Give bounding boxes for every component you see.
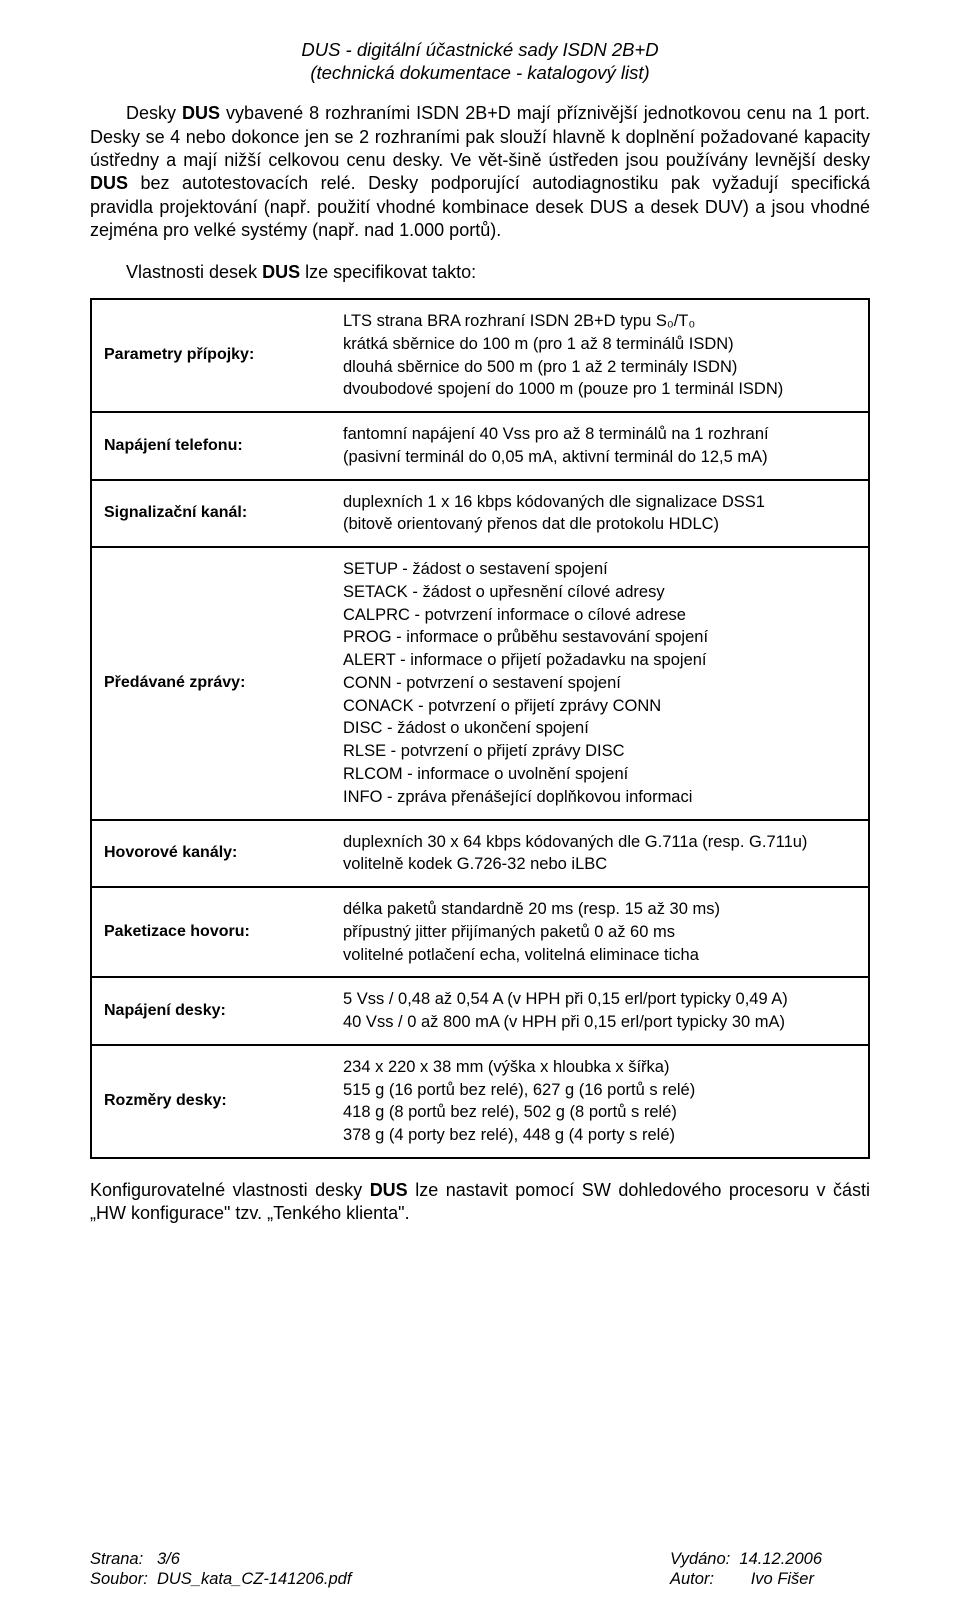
table-cell-line: PROG - informace o průběhu sestavování s… bbox=[343, 628, 708, 646]
table-row-value: LTS strana BRA rozhraní ISDN 2B+D typu S… bbox=[331, 299, 869, 412]
footer-author-value: Ivo Fišer bbox=[751, 1570, 814, 1588]
footer-left-2: Soubor: DUS_kata_CZ-141206.pdf bbox=[90, 1569, 351, 1590]
footer-page-label: Strana: bbox=[90, 1550, 143, 1568]
footer-date-value: 14.12.2006 bbox=[739, 1550, 822, 1568]
paragraph-3: Konfigurovatelné vlastnosti desky DUS lz… bbox=[90, 1179, 870, 1226]
title-line-2: (technická dokumentace - katalogový list… bbox=[310, 62, 649, 83]
table-row: Paketizace hovoru: délka paketů standardn… bbox=[91, 887, 869, 977]
footer-page-value: 3/6 bbox=[157, 1550, 180, 1568]
table-row-label: Hovorové kanály: bbox=[91, 820, 331, 888]
footer-author-label: Autor: bbox=[670, 1570, 714, 1588]
table-row: Parametry přípojky: LTS strana BRA rozhra… bbox=[91, 299, 869, 412]
page-footer: Strana: 3/6 Vydáno: 14.12.2006 Soubor: D… bbox=[90, 1549, 870, 1590]
p2-b: DUS bbox=[262, 262, 300, 282]
footer-right-1: Vydáno: 14.12.2006 bbox=[670, 1549, 870, 1570]
footer-left-1: Strana: 3/6 bbox=[90, 1549, 180, 1570]
table-cell-line: duplexních 30 x 64 kbps kódovaných dle G… bbox=[343, 833, 807, 851]
table-cell-line: CONN - potvrzení o sestavení spojení bbox=[343, 674, 621, 692]
footer-date-label: Vydáno: bbox=[670, 1550, 730, 1568]
table-cell-line: délka paketů standardně 20 ms (resp. 15 … bbox=[343, 900, 720, 918]
table-row-label: Předávané zprávy: bbox=[91, 547, 331, 819]
table-cell-line: CALPRC - potvrzení informace o cílové ad… bbox=[343, 606, 686, 624]
table-row: Hovorové kanály: duplexních 30 x 64 kbps … bbox=[91, 820, 869, 888]
table-cell-line: volitelně kodek G.726-32 nebo iLBC bbox=[343, 855, 607, 873]
table-cell-line: DISC - žádost o ukončení spojení bbox=[343, 719, 589, 737]
p1-m2: bez autotestovacích relé. Desky podporuj… bbox=[90, 173, 870, 240]
table-cell-line: dlouhá sběrnice do 500 m (pro 1 až 2 ter… bbox=[343, 358, 737, 376]
p1-b1: DUS bbox=[182, 103, 220, 123]
footer-file-value: DUS_kata_CZ-141206.pdf bbox=[157, 1570, 351, 1588]
table-cell-line: dvoubodové spojení do 1000 m (pouze pro … bbox=[343, 380, 783, 398]
table-cell-line: CONACK - potvrzení o přijetí zprávy CONN bbox=[343, 697, 661, 715]
table-row: Napájení telefonu: fantomní napájení 40 V… bbox=[91, 412, 869, 480]
table-row-label: Paketizace hovoru: bbox=[91, 887, 331, 977]
table-row: Předávané zprávy:SETUP - žádost o sestav… bbox=[91, 547, 869, 819]
footer-file-label: Soubor: bbox=[90, 1570, 148, 1588]
paragraph-1: Desky DUS vybavené 8 rozhraními ISDN 2B+… bbox=[90, 102, 870, 242]
table-cell-line: 5 Vss / 0,48 až 0,54 A (v HPH při 0,15 e… bbox=[343, 990, 788, 1008]
table-cell-line: 234 x 220 x 38 mm (výška x hloubka x šíř… bbox=[343, 1058, 669, 1076]
table-cell-line: (bitově orientovaný přenos dat dle proto… bbox=[343, 515, 719, 533]
table-row-value: duplexních 30 x 64 kbps kódovaných dle G… bbox=[331, 820, 869, 888]
table-cell-line: 378 g (4 porty bez relé), 448 g (4 porty… bbox=[343, 1126, 675, 1144]
p2-pre: Vlastnosti desek bbox=[126, 262, 262, 282]
table-cell-line: ALERT - informace o přijetí požadavku na… bbox=[343, 651, 707, 669]
table-cell-line: SETUP - žádost o sestavení spojení bbox=[343, 560, 608, 578]
paragraph-2: Vlastnosti desek DUS lze specifikovat ta… bbox=[90, 261, 870, 284]
table-cell-line: INFO - zpráva přenášející doplňkovou inf… bbox=[343, 788, 692, 806]
table-row-label: Napájení telefonu: bbox=[91, 412, 331, 480]
table-row: Napájení desky: 5 Vss / 0,48 až 0,54 A (v… bbox=[91, 977, 869, 1045]
table-cell-line: 40 Vss / 0 až 800 mA (v HPH při 0,15 erl… bbox=[343, 1013, 785, 1031]
table-row-label: Napájení desky: bbox=[91, 977, 331, 1045]
table-row-value: délka paketů standardně 20 ms (resp. 15 … bbox=[331, 887, 869, 977]
table-row-label: Parametry přípojky: bbox=[91, 299, 331, 412]
table-row: Signalizační kanál: duplexních 1 x 16 kbp… bbox=[91, 480, 869, 548]
table-cell-line: 418 g (8 portů bez relé), 502 g (8 portů… bbox=[343, 1103, 677, 1121]
table-row-value: 234 x 220 x 38 mm (výška x hloubka x šíř… bbox=[331, 1045, 869, 1158]
table-row-value: fantomní napájení 40 Vss pro až 8 termin… bbox=[331, 412, 869, 480]
table-cell-line: volitelné potlačení echa, volitelná elim… bbox=[343, 946, 699, 964]
table-row-value: 5 Vss / 0,48 až 0,54 A (v HPH při 0,15 e… bbox=[331, 977, 869, 1045]
table-cell-line: RLSE - potvrzení o přijetí zprávy DISC bbox=[343, 742, 625, 760]
p1-b2: DUS bbox=[90, 173, 128, 193]
table-row-label: Rozměry desky: bbox=[91, 1045, 331, 1158]
table-cell-line: 515 g (16 portů bez relé), 627 g (16 por… bbox=[343, 1081, 695, 1099]
footer-right-2: Autor: Ivo Fišer bbox=[670, 1569, 870, 1590]
table-row-label: Signalizační kanál: bbox=[91, 480, 331, 548]
doc-title: DUS - digitální účastnické sady ISDN 2B+… bbox=[90, 38, 870, 84]
table-row-value: SETUP - žádost o sestavení spojení SETACK… bbox=[331, 547, 869, 819]
table-row: Rozměry desky: 234 x 220 x 38 mm (výška x… bbox=[91, 1045, 869, 1158]
p2-post: lze specifikovat takto: bbox=[300, 262, 476, 282]
table-cell-line: fantomní napájení 40 Vss pro až 8 termin… bbox=[343, 425, 769, 443]
p3-b: DUS bbox=[370, 1180, 408, 1200]
table-cell-line: SETACK - žádost o upřesnění cílové adres… bbox=[343, 583, 665, 601]
p1-pre: Desky bbox=[126, 103, 182, 123]
spec-table: Parametry přípojky: LTS strana BRA rozhra… bbox=[90, 298, 870, 1159]
table-cell-line: (pasivní terminál do 0,05 mA, aktivní te… bbox=[343, 448, 768, 466]
title-line-1: DUS - digitální účastnické sady ISDN 2B+… bbox=[301, 39, 658, 60]
table-cell-line: krátká sběrnice do 100 m (pro 1 až 8 ter… bbox=[343, 335, 734, 353]
table-cell-line: přípustný jitter přijímaných paketů 0 až… bbox=[343, 923, 675, 941]
table-cell-line: RLCOM - informace o uvolnění spojení bbox=[343, 765, 628, 783]
p3-pre: Konfigurovatelné vlastnosti desky bbox=[90, 1180, 370, 1200]
table-cell-line: LTS strana BRA rozhraní ISDN 2B+D typu S… bbox=[343, 312, 695, 330]
table-row-value: duplexních 1 x 16 kbps kódovaných dle si… bbox=[331, 480, 869, 548]
table-cell-line: duplexních 1 x 16 kbps kódovaných dle si… bbox=[343, 493, 765, 511]
